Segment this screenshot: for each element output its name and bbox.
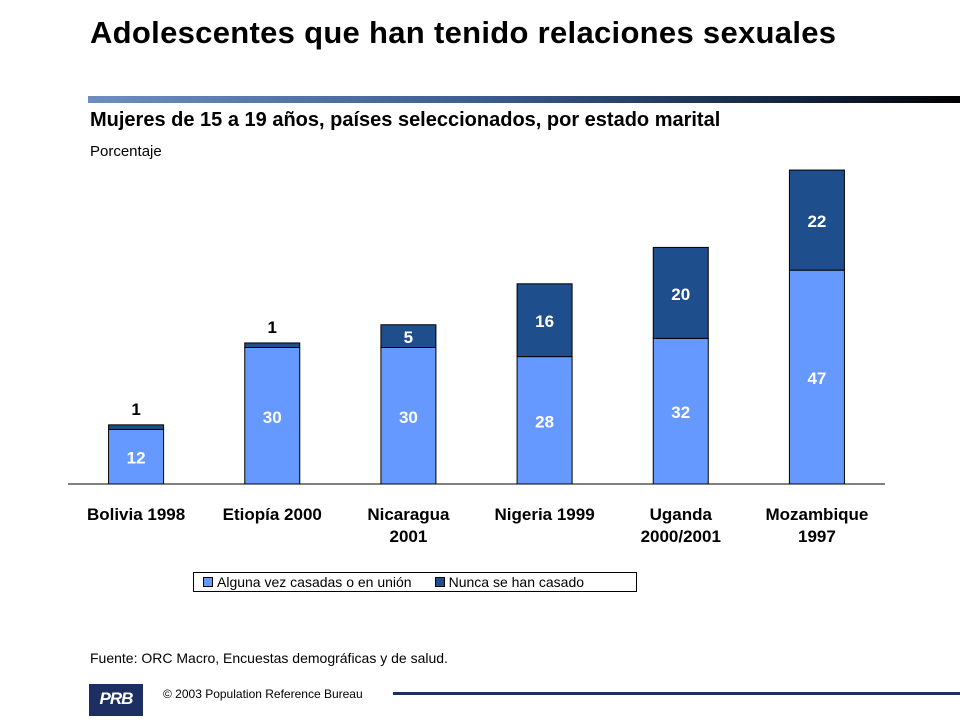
source-note: Fuente: ORC Macro, Encuestas demográfica… — [90, 650, 448, 666]
category-label-3: Nigeria 1999 — [494, 505, 594, 524]
category-label-4-line-1: 2000/2001 — [641, 527, 721, 546]
data-label-ever-married-0: 12 — [127, 449, 146, 468]
legend-label-never-married: Nunca se han casado — [448, 574, 585, 590]
category-label-5-line-0: Mozambique — [765, 505, 868, 524]
category-label-4-line-0: Uganda — [650, 505, 713, 524]
category-label-0: Bolivia 1998 — [87, 505, 185, 524]
legend-item-ever-married: Alguna vez casadas o en unión — [203, 574, 412, 590]
bar-never-married-4 — [652, 246, 709, 339]
page-title: Adolescentes que han tenido relaciones s… — [90, 15, 837, 50]
category-label-1: Etiopía 2000 — [223, 505, 322, 524]
prb-logo-text: PRB — [99, 689, 134, 708]
bar-ever-married-0 — [108, 428, 165, 485]
chart-legend: Alguna vez casadas o en unión Nunca se h… — [193, 572, 637, 592]
data-label-ever-married-1: 30 — [263, 408, 282, 427]
chart-subtitle: Mujeres de 15 a 19 años, países seleccio… — [90, 109, 721, 131]
bar-never-married-3 — [516, 283, 573, 358]
bar-ever-married-1 — [244, 347, 301, 485]
bar-never-married-0 — [108, 424, 165, 430]
bar-never-married-1 — [244, 342, 301, 349]
footer-divider — [393, 692, 960, 695]
legend-label-ever-married: Alguna vez casadas o en unión — [217, 574, 412, 590]
data-label-never-married-3: 16 — [535, 312, 554, 331]
bar-ever-married-4 — [652, 337, 709, 485]
bar-never-married-5 — [788, 169, 845, 271]
prb-logo: PRB — [89, 684, 143, 716]
data-label-never-married-2: 5 — [404, 328, 413, 347]
category-label-2-line-1: 2001 — [390, 527, 428, 546]
data-label-ever-married-5: 47 — [807, 369, 826, 388]
category-label-2-line-0: Nicaragua — [367, 505, 450, 524]
data-label-never-married-5: 22 — [807, 212, 826, 231]
data-label-never-married-4: 20 — [671, 285, 690, 304]
bar-ever-married-3 — [516, 356, 573, 485]
legend-item-never-married: Nunca se han casado — [434, 574, 585, 590]
category-label-5-line-1: 1997 — [798, 527, 836, 546]
bar-never-married-2 — [380, 324, 437, 348]
legend-swatch-never-married — [434, 577, 445, 587]
title-divider — [88, 96, 960, 103]
units-label: Porcentaje — [90, 143, 162, 160]
legend-swatch-ever-married — [203, 577, 213, 587]
data-label-ever-married-4: 32 — [671, 403, 690, 422]
data-label-ever-married-3: 28 — [535, 412, 554, 431]
data-label-never-married-1: 1 — [268, 318, 277, 337]
data-label-ever-married-2: 30 — [399, 408, 418, 427]
copyright-text: © 2003 Population Reference Bureau — [163, 687, 363, 701]
data-label-never-married-0: 1 — [131, 400, 140, 419]
